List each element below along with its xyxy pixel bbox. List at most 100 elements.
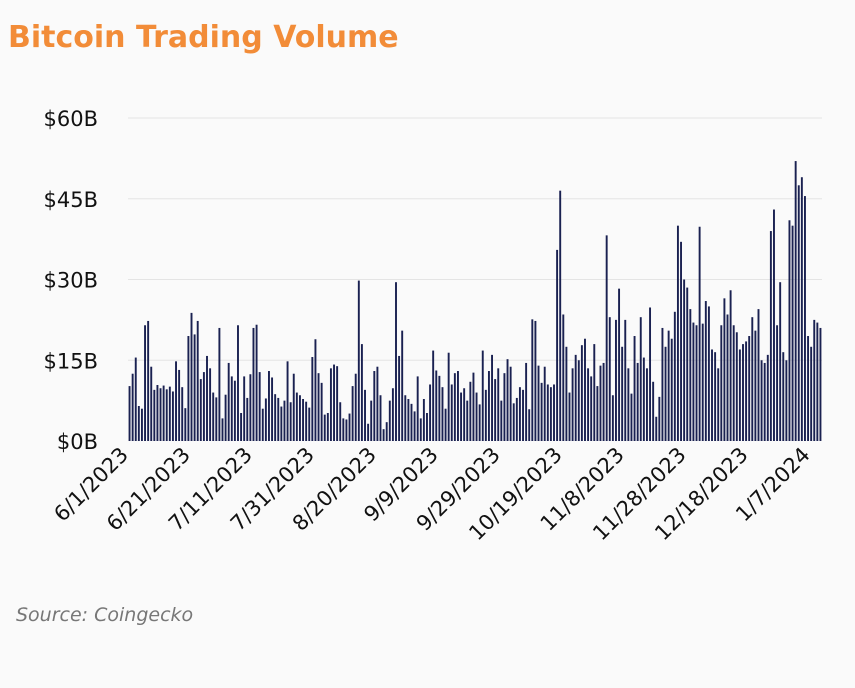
bar bbox=[199, 379, 202, 441]
bar bbox=[457, 371, 459, 441]
bar bbox=[162, 385, 165, 441]
bar bbox=[645, 368, 648, 441]
bar bbox=[785, 360, 788, 441]
bar bbox=[357, 280, 360, 441]
bar bbox=[748, 336, 751, 441]
bar bbox=[707, 306, 710, 441]
bar bbox=[264, 398, 267, 441]
bar bbox=[565, 346, 568, 441]
bar bbox=[351, 386, 354, 441]
bar bbox=[652, 381, 655, 441]
bar bbox=[373, 371, 376, 441]
bar bbox=[760, 360, 763, 441]
bar bbox=[537, 365, 540, 441]
bar bbox=[655, 416, 658, 441]
bar bbox=[227, 362, 230, 441]
bar bbox=[639, 317, 642, 441]
bar bbox=[453, 373, 456, 441]
bar bbox=[240, 413, 243, 441]
bar bbox=[342, 418, 345, 441]
bar bbox=[763, 362, 766, 441]
bar bbox=[314, 339, 317, 441]
bar bbox=[398, 355, 401, 441]
bar bbox=[512, 403, 515, 441]
bar bbox=[754, 330, 757, 441]
bar bbox=[717, 368, 720, 441]
bar bbox=[642, 357, 645, 441]
bar bbox=[326, 413, 329, 441]
bar bbox=[553, 384, 555, 441]
bar bbox=[385, 422, 388, 441]
bar bbox=[673, 311, 676, 441]
bar bbox=[218, 327, 221, 441]
bar bbox=[140, 408, 143, 441]
bar bbox=[258, 372, 261, 441]
bar bbox=[596, 386, 599, 441]
bar bbox=[388, 400, 391, 442]
bar-chart: $0B $15B $30B $45B $60B 6/1/20236/21/20237/1… bbox=[44, 107, 822, 545]
bar bbox=[246, 397, 249, 441]
bar bbox=[184, 408, 187, 441]
bar bbox=[791, 225, 794, 441]
bar bbox=[416, 376, 419, 441]
bar bbox=[317, 373, 320, 441]
bar bbox=[506, 359, 509, 441]
bar bbox=[766, 354, 769, 441]
bar bbox=[800, 177, 803, 441]
bar bbox=[230, 376, 233, 441]
bar bbox=[435, 370, 438, 441]
bar bbox=[432, 350, 435, 441]
bar bbox=[695, 325, 698, 441]
bars bbox=[128, 161, 822, 442]
bar bbox=[723, 298, 726, 441]
bar bbox=[249, 374, 252, 441]
bar bbox=[298, 395, 301, 441]
bar bbox=[670, 338, 673, 441]
bar bbox=[729, 290, 732, 441]
bar bbox=[422, 399, 425, 441]
bar bbox=[463, 388, 466, 441]
bar bbox=[286, 361, 289, 441]
bar bbox=[128, 386, 131, 441]
bar bbox=[329, 368, 332, 441]
bar bbox=[354, 373, 357, 441]
bar bbox=[487, 371, 490, 441]
bar bbox=[661, 327, 664, 441]
bar bbox=[429, 384, 432, 441]
bar bbox=[348, 413, 351, 441]
bar bbox=[732, 325, 735, 441]
bar bbox=[466, 400, 469, 442]
bar bbox=[410, 403, 413, 441]
bar bbox=[518, 387, 521, 441]
bar bbox=[171, 391, 174, 441]
bar bbox=[726, 314, 729, 441]
bar bbox=[568, 392, 571, 441]
bar bbox=[202, 372, 205, 441]
bar bbox=[692, 322, 695, 441]
bar bbox=[658, 396, 661, 441]
bar bbox=[193, 334, 196, 441]
bar bbox=[271, 377, 274, 441]
bar bbox=[813, 319, 816, 442]
bar bbox=[680, 241, 682, 441]
bar bbox=[704, 301, 707, 441]
bar bbox=[395, 282, 397, 441]
bar bbox=[215, 397, 218, 441]
bar bbox=[150, 366, 153, 441]
bar bbox=[156, 385, 159, 441]
bar bbox=[274, 394, 277, 441]
bar bbox=[742, 344, 744, 441]
bar bbox=[624, 319, 627, 442]
bar bbox=[450, 384, 453, 441]
bar bbox=[190, 312, 193, 441]
bar bbox=[503, 373, 506, 441]
bar bbox=[627, 368, 630, 441]
bar bbox=[131, 373, 134, 441]
bar bbox=[698, 226, 701, 441]
bar bbox=[816, 322, 819, 441]
bar bbox=[776, 325, 779, 441]
bar bbox=[584, 338, 586, 441]
bar bbox=[320, 382, 323, 441]
bar bbox=[187, 336, 190, 441]
bar bbox=[460, 392, 463, 441]
